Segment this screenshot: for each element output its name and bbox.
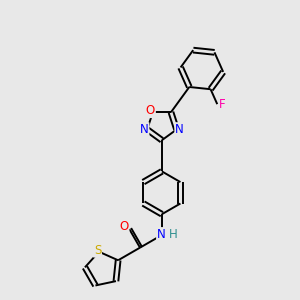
Text: F: F <box>219 98 226 111</box>
Text: N: N <box>140 123 148 136</box>
Text: N: N <box>175 123 184 136</box>
Text: S: S <box>94 244 101 257</box>
Text: H: H <box>169 228 178 241</box>
Text: N: N <box>157 228 166 241</box>
Text: O: O <box>119 220 129 233</box>
Text: O: O <box>146 104 155 117</box>
